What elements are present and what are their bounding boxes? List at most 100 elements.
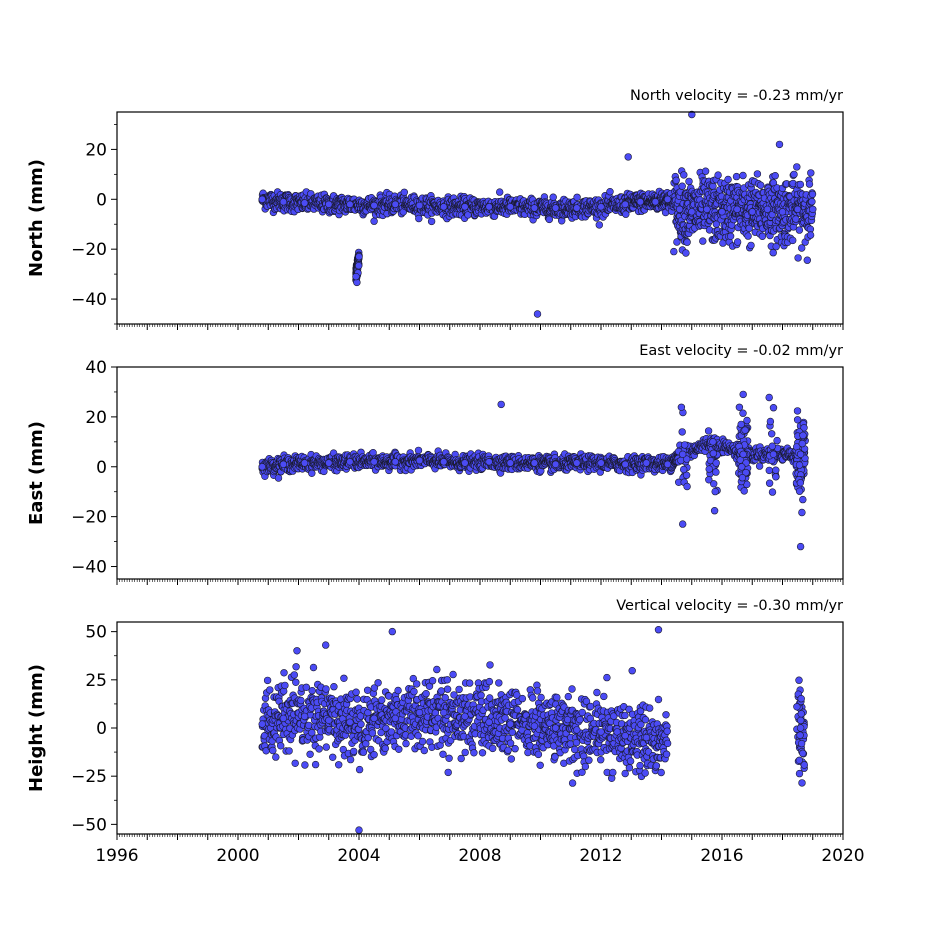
data-point (792, 215, 800, 223)
data-point (795, 226, 804, 234)
data-point (769, 249, 777, 257)
y-tick-label: −40 (71, 558, 107, 578)
data-point (711, 487, 719, 496)
y-tick-label: 40 (85, 358, 107, 378)
data-point (806, 231, 815, 239)
data-point (765, 479, 774, 487)
data-point (258, 463, 266, 471)
data-point (679, 465, 688, 474)
data-point (808, 190, 817, 199)
data-point (335, 761, 343, 769)
data-point (322, 685, 330, 693)
data-point (530, 204, 539, 212)
data-point (642, 459, 651, 467)
east-velocity-label: East velocity = -0.02 mm/yr (639, 343, 843, 359)
data-point (808, 198, 816, 206)
data-point (795, 461, 804, 469)
data-point (311, 760, 320, 769)
data-point (703, 205, 711, 214)
data-point (705, 465, 713, 473)
data-point (663, 195, 672, 204)
data-point (636, 198, 644, 206)
data-point (300, 459, 309, 467)
data-point (807, 169, 815, 177)
data-point (258, 195, 266, 204)
data-point (798, 508, 806, 517)
data-point (763, 205, 772, 214)
data-point (678, 428, 686, 436)
data-point (768, 488, 777, 496)
data-point (355, 765, 364, 774)
data-point (771, 172, 779, 180)
data-point (769, 450, 778, 458)
data-point (765, 393, 773, 402)
data-point (427, 217, 436, 226)
data-point (714, 171, 722, 179)
data-point (799, 495, 807, 504)
data-point (793, 407, 802, 415)
data-point (370, 458, 378, 466)
data-point (683, 238, 691, 246)
data-point (803, 256, 811, 264)
data-point (370, 201, 378, 210)
data-point (597, 459, 605, 467)
data-point (506, 459, 514, 467)
data-point (280, 669, 288, 677)
data-point (739, 390, 747, 399)
data-point (747, 241, 755, 250)
data-point (346, 200, 354, 209)
data-point (739, 171, 747, 180)
data-point (796, 450, 805, 458)
data-point (357, 720, 365, 728)
data-point (772, 473, 780, 481)
data-point (306, 750, 314, 758)
data-point (290, 671, 298, 679)
y-tick-label: −20 (71, 508, 107, 528)
data-point (678, 520, 687, 528)
data-point (709, 449, 718, 458)
data-point (573, 193, 581, 202)
data-point (359, 748, 368, 756)
data-point (799, 431, 807, 440)
y-tick-label: −20 (71, 240, 107, 260)
data-point (391, 458, 399, 466)
data-point (621, 200, 629, 209)
data-point (573, 204, 581, 212)
data-point (597, 203, 605, 211)
data-point (545, 215, 553, 224)
data-point (381, 744, 389, 753)
data-point (400, 188, 408, 197)
data-point (308, 686, 316, 695)
data-point (415, 456, 424, 465)
data-point (301, 761, 309, 769)
data-point (415, 214, 423, 223)
y-tick-label: 20 (85, 140, 107, 160)
data-point (712, 468, 720, 476)
data-point (758, 232, 767, 241)
data-point (293, 647, 301, 655)
data-point (595, 221, 603, 229)
data-point (506, 203, 514, 211)
data-point (370, 217, 378, 225)
data-point (352, 272, 360, 281)
data-point (414, 446, 423, 455)
data-point (788, 236, 797, 245)
data-point (809, 205, 817, 214)
data-point (699, 237, 707, 245)
data-point (663, 460, 672, 468)
data-point (277, 742, 285, 750)
data-point (346, 755, 355, 764)
data-point (768, 442, 776, 450)
data-point (370, 750, 378, 759)
data-point (355, 253, 363, 261)
data-point (710, 507, 719, 515)
data-point (606, 188, 614, 196)
data-point (305, 721, 313, 730)
north-ylabel: North (mm) (26, 159, 47, 277)
data-point (350, 747, 358, 756)
data-point (325, 200, 333, 209)
y-tick-label: −40 (71, 290, 107, 310)
data-point (740, 487, 748, 495)
data-point (624, 153, 632, 161)
data-point (353, 695, 361, 703)
